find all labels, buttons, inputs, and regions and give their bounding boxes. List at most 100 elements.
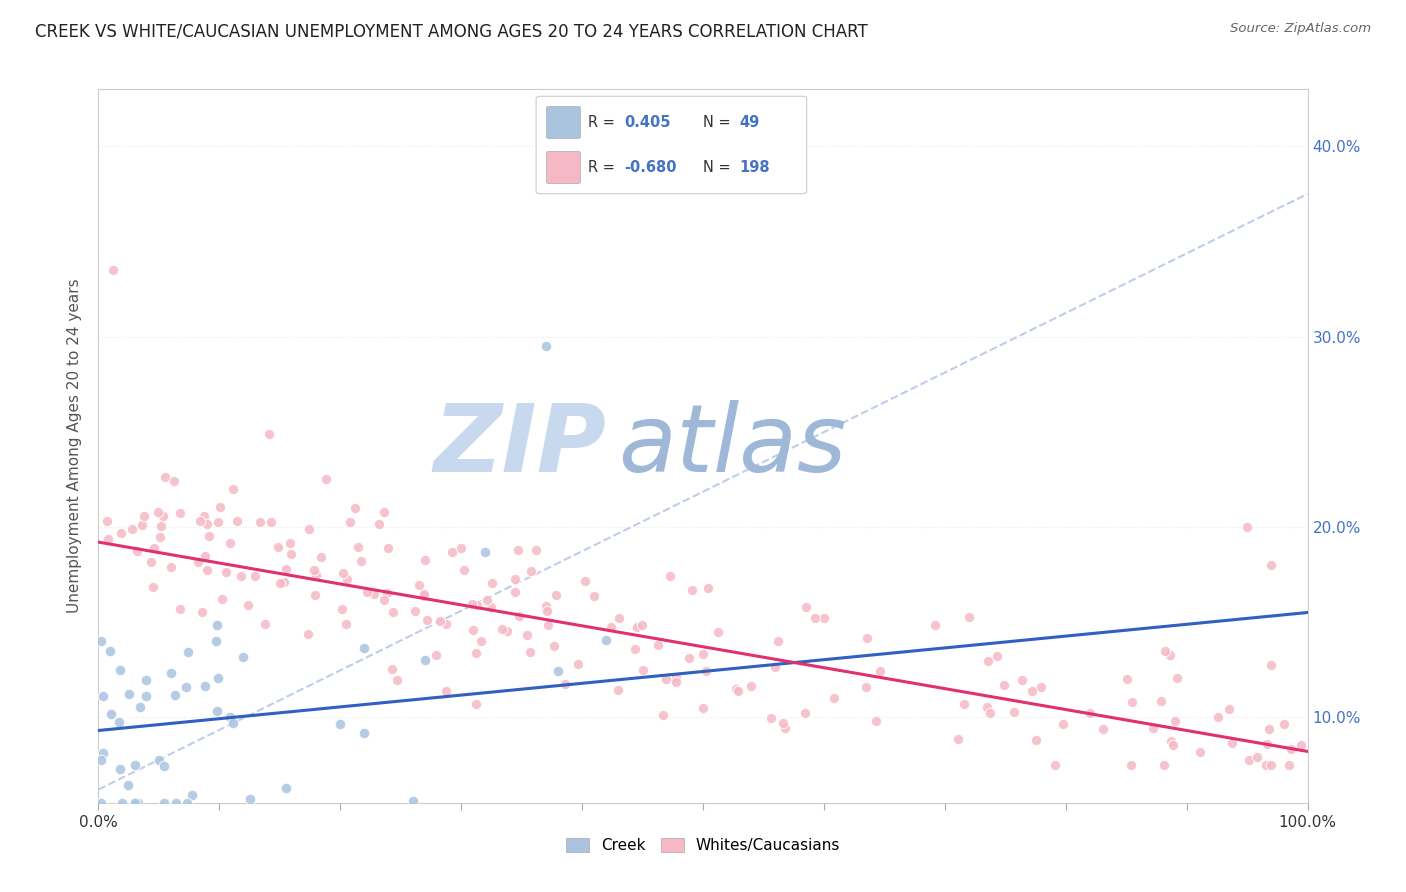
Point	[1164, 714, 1187, 729]
Point	[198, 529, 221, 543]
Point	[1278, 757, 1301, 772]
Point	[761, 711, 783, 725]
Point	[339, 515, 361, 529]
Point	[125, 544, 148, 558]
Point	[382, 606, 405, 620]
Point	[813, 611, 835, 625]
Point	[607, 682, 630, 697]
Point	[117, 778, 139, 792]
Point	[209, 500, 232, 515]
Point	[453, 563, 475, 577]
Point	[855, 631, 877, 645]
Point	[979, 706, 1001, 721]
Point	[475, 592, 498, 607]
Text: atlas: atlas	[619, 401, 846, 491]
Point	[231, 568, 253, 582]
Y-axis label: Unemployment Among Ages 20 to 24 years: Unemployment Among Ages 20 to 24 years	[67, 278, 83, 614]
Point	[516, 628, 538, 642]
Point	[335, 616, 357, 631]
Text: 0.405: 0.405	[624, 115, 671, 130]
Point	[1236, 520, 1258, 534]
Point	[387, 673, 409, 687]
Point	[309, 549, 332, 564]
Point	[90, 753, 112, 767]
Point	[269, 576, 291, 591]
Point	[624, 642, 647, 657]
Point	[1031, 680, 1053, 694]
Point	[152, 509, 174, 524]
Point	[195, 563, 218, 577]
Point	[127, 796, 149, 810]
Point	[274, 780, 297, 795]
Point	[600, 620, 623, 634]
Point	[583, 590, 606, 604]
Point	[148, 505, 170, 519]
Point	[349, 554, 371, 568]
Point	[273, 574, 295, 589]
Point	[536, 599, 558, 613]
Point	[153, 470, 176, 484]
Point	[869, 665, 891, 679]
Point	[215, 565, 238, 579]
Point	[415, 613, 437, 627]
Point	[402, 794, 425, 808]
Point	[96, 514, 118, 528]
Point	[470, 634, 492, 648]
Point	[773, 721, 796, 735]
Point	[725, 682, 748, 697]
Point	[450, 541, 472, 555]
Point	[524, 543, 547, 558]
Point	[467, 598, 489, 612]
Point	[91, 746, 114, 760]
Point	[100, 706, 122, 721]
Point	[211, 591, 233, 606]
Point	[977, 654, 1000, 668]
Point	[160, 559, 183, 574]
Point	[336, 572, 359, 586]
Point	[356, 585, 378, 599]
Point	[692, 701, 714, 715]
Point	[465, 646, 488, 660]
Point	[1279, 742, 1302, 756]
Point	[218, 710, 240, 724]
Point	[1153, 644, 1175, 658]
Point	[124, 796, 146, 810]
Point	[205, 633, 228, 648]
Point	[727, 684, 749, 698]
Point	[278, 536, 301, 550]
Point	[91, 690, 114, 704]
Point	[1161, 738, 1184, 752]
FancyBboxPatch shape	[547, 106, 581, 138]
Point	[98, 644, 121, 658]
Point	[626, 620, 648, 634]
Point	[347, 540, 370, 554]
Point	[481, 576, 503, 591]
Point	[174, 680, 197, 694]
Point	[1289, 738, 1312, 752]
Point	[479, 599, 502, 614]
Point	[544, 588, 567, 602]
Point	[804, 611, 827, 625]
Point	[97, 533, 120, 547]
Point	[647, 638, 669, 652]
Text: CREEK VS WHITE/CAUCASIAN UNEMPLOYMENT AMONG AGES 20 TO 24 YEARS CORRELATION CHAR: CREEK VS WHITE/CAUCASIAN UNEMPLOYMENT AM…	[35, 22, 868, 40]
Text: 49: 49	[740, 115, 759, 130]
Point	[194, 549, 217, 563]
Point	[534, 339, 557, 353]
Point	[1260, 558, 1282, 572]
Point	[153, 796, 176, 810]
Point	[177, 645, 200, 659]
Point	[239, 792, 262, 806]
Point	[1153, 757, 1175, 772]
Point	[412, 589, 434, 603]
Point	[1043, 757, 1066, 772]
Point	[163, 475, 186, 489]
Point	[655, 673, 678, 687]
Point	[953, 697, 976, 711]
Point	[118, 686, 141, 700]
Point	[1246, 750, 1268, 764]
Point	[148, 753, 170, 767]
Point	[678, 651, 700, 665]
Point	[763, 660, 786, 674]
Point	[607, 611, 630, 625]
